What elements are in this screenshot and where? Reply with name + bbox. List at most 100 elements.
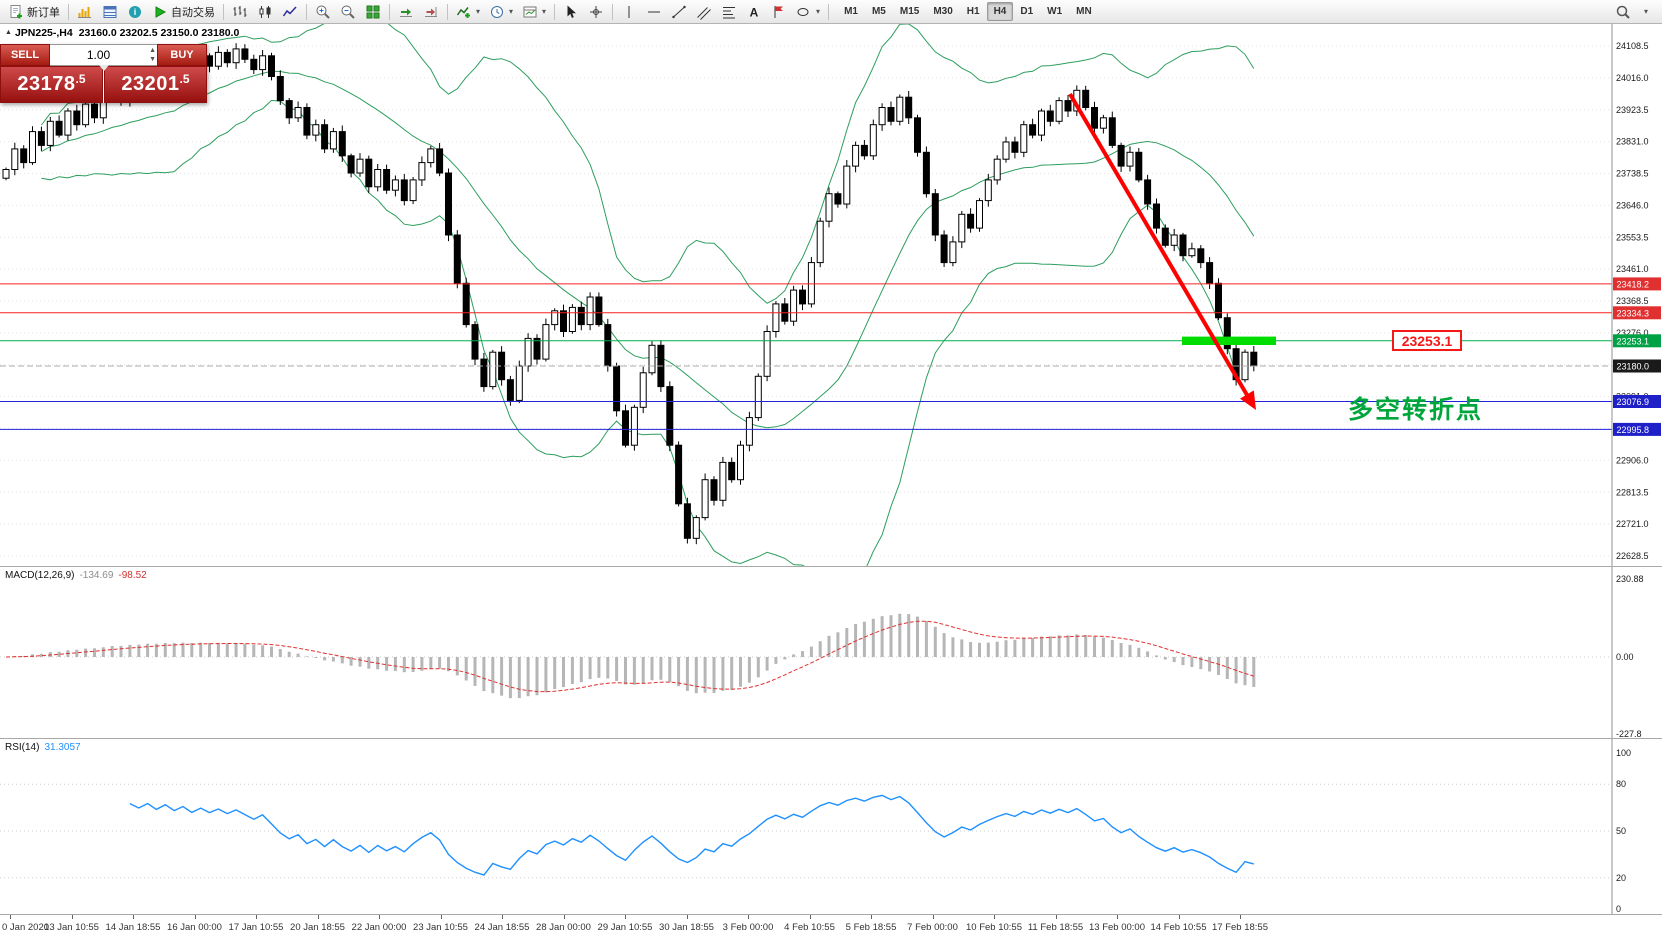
time-label: 11 Feb 18:55 xyxy=(1027,922,1084,933)
main-chart-panel: 24108.5 24016.0 23923.5 23831.0 23738.5 23646… xyxy=(0,24,1662,566)
spin-up-icon[interactable]: ▲ xyxy=(149,47,156,54)
periods-button[interactable]: ▾ xyxy=(485,2,517,22)
zoom-in-button[interactable] xyxy=(311,2,335,22)
text-label-button[interactable] xyxy=(767,2,791,22)
sell-price-main: 23178 xyxy=(17,73,76,95)
candle xyxy=(922,151,930,195)
candle xyxy=(1153,203,1160,229)
time-tick xyxy=(10,915,11,919)
time-tick xyxy=(317,915,319,919)
macd-axis-label: 230.88 xyxy=(1616,574,1644,584)
time-axis[interactable]: 0 Jan 2020 13 Jan 10:55 14 Jan 18:55 16 Jan… xyxy=(0,914,1662,944)
auto-scroll-button[interactable] xyxy=(394,2,418,22)
rsi-line xyxy=(129,794,1254,876)
sell-price[interactable]: 23178.5 xyxy=(0,66,103,103)
bollinger-band xyxy=(41,24,1255,304)
rsi-label: RSI(14) 31.3057 xyxy=(5,742,81,753)
indicators-button[interactable]: ▾ xyxy=(452,2,484,22)
buy-button[interactable]: BUY xyxy=(157,44,207,66)
macd-canvas[interactable]: 230.88 0.00 -227.8 xyxy=(0,567,1662,739)
rsi-canvas[interactable]: 100 80 50 20 0 xyxy=(0,739,1662,915)
timeframe-mn[interactable]: MN xyxy=(1076,6,1092,17)
data-window-button[interactable]: i xyxy=(123,2,147,22)
trendline-button[interactable] xyxy=(667,2,691,22)
candle xyxy=(807,262,815,305)
line-chart-button[interactable] xyxy=(278,2,302,22)
rsi-axis-label: 80 xyxy=(1616,779,1626,789)
macd-axis-label: 0.00 xyxy=(1616,652,1634,662)
candle xyxy=(46,120,54,146)
timeframe-m15[interactable]: M15 xyxy=(899,6,920,17)
templates-button[interactable]: ▾ xyxy=(518,2,550,22)
candle xyxy=(1020,124,1028,153)
autotrading-button[interactable]: 自动交易 xyxy=(148,2,219,22)
time-label: 7 Feb 00:00 xyxy=(907,922,958,933)
price-axis-label: 23923.5 xyxy=(1616,105,1649,115)
candle xyxy=(347,155,355,174)
fibonacci-icon xyxy=(721,4,737,20)
time-tick xyxy=(871,915,872,919)
candle xyxy=(91,103,98,119)
price-box-annotation[interactable]: 23253.1 xyxy=(1392,330,1462,351)
candle xyxy=(55,120,63,136)
shapes-icon xyxy=(796,4,812,20)
candle xyxy=(542,324,550,360)
search-button[interactable] xyxy=(1611,2,1635,22)
toolbar-separator xyxy=(828,3,830,20)
svg-text:23180.0: 23180.0 xyxy=(1617,362,1650,372)
volume-input[interactable] xyxy=(50,45,157,65)
toolbar-options-button[interactable]: ▾ xyxy=(1639,2,1652,22)
sell-button[interactable]: SELL xyxy=(0,44,50,66)
zoom-out-button[interactable] xyxy=(336,2,360,22)
candle xyxy=(1046,110,1054,122)
candle xyxy=(958,213,966,243)
main-chart-canvas[interactable]: 24108.5 24016.0 23923.5 23831.0 23738.5 23646… xyxy=(0,24,1662,566)
candle xyxy=(860,144,868,157)
bar-chart-button[interactable] xyxy=(228,2,252,22)
macd-main-value: -134.69 xyxy=(79,570,114,581)
timeframe-d1[interactable]: D1 xyxy=(1020,6,1034,17)
volume-stepper[interactable]: ▲ ▼ xyxy=(149,46,156,64)
time-label: 17 Jan 10:55 xyxy=(228,922,284,933)
vertical-line-button[interactable] xyxy=(617,2,641,22)
spin-down-icon[interactable]: ▼ xyxy=(149,56,156,63)
buy-price[interactable]: 23201.5 xyxy=(104,66,207,103)
candle xyxy=(1188,248,1196,257)
trade-panel-price-row: 23178.5 23201.5 xyxy=(0,65,207,103)
new-order-button[interactable]: 新订单 xyxy=(4,2,64,22)
rsi-axis-label: 0 xyxy=(1616,904,1621,914)
candlestick-chart-button[interactable] xyxy=(253,2,277,22)
price-axis-label: 23646.0 xyxy=(1616,200,1649,210)
chevron-down-icon: ▾ xyxy=(476,7,481,16)
timeframe-m30[interactable]: M30 xyxy=(933,6,953,17)
trend-arrow-head[interactable] xyxy=(1240,390,1256,410)
clock-icon xyxy=(489,4,505,20)
cursor-button[interactable] xyxy=(559,2,583,22)
buy-price-main: 23201 xyxy=(121,73,180,95)
fibonacci-button[interactable] xyxy=(717,2,741,22)
horizontal-line-button[interactable] xyxy=(642,2,666,22)
candle xyxy=(887,107,895,122)
svg-text:23334.3: 23334.3 xyxy=(1617,308,1650,318)
turning-point-annotation[interactable]: 多空转折点 xyxy=(1348,396,1484,424)
timeframe-m5[interactable]: M5 xyxy=(871,6,886,17)
toolbar-separator xyxy=(68,3,69,20)
shapes-button[interactable]: ▾ xyxy=(792,2,824,22)
charts-window-button[interactable] xyxy=(73,2,97,22)
text-button[interactable]: A xyxy=(742,2,766,22)
candle xyxy=(595,296,603,326)
timeframe-w1[interactable]: W1 xyxy=(1047,6,1063,17)
chart-shift-button[interactable] xyxy=(419,2,443,22)
tile-windows-button[interactable] xyxy=(361,2,385,22)
crosshair-button[interactable] xyxy=(584,2,608,22)
support-highlight-bar[interactable] xyxy=(1182,336,1276,345)
timeframe-h1[interactable]: H1 xyxy=(966,6,980,17)
timeframe-m1[interactable]: M1 xyxy=(844,6,858,17)
bar-chart-icon xyxy=(232,4,248,20)
channel-button[interactable] xyxy=(692,2,716,22)
candle xyxy=(1117,144,1125,167)
timeframe-h4[interactable]: H4 xyxy=(986,2,1014,21)
trend-arrow-line[interactable] xyxy=(1068,92,1249,397)
market-watch-button[interactable] xyxy=(98,2,122,22)
